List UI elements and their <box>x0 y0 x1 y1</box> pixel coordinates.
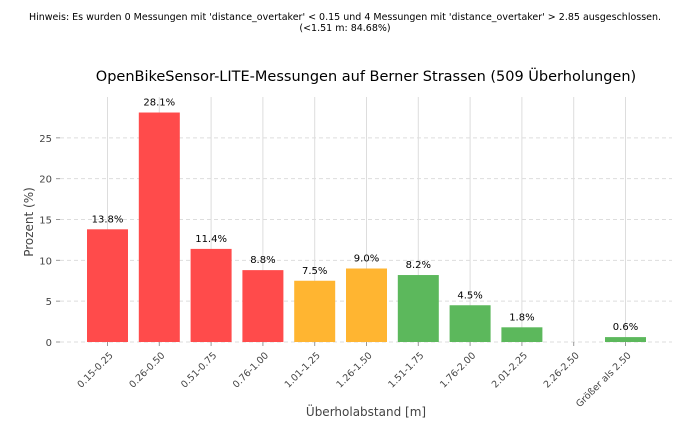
bar-value-label: 13.8% <box>92 214 124 225</box>
x-tick-label: Größer als 2.50 <box>574 350 634 410</box>
bar-value-label: 28.1% <box>143 98 175 109</box>
x-axis: 0.15-0.25 0.26-0.50 0.51-0.75 0.76-1.00 1.01… <box>76 342 634 410</box>
x-tick-label: 2.01-2.25 <box>490 350 530 390</box>
exclusion-note: Hinweis: Es wurden 0 Messungen mit 'dist… <box>28 12 662 23</box>
x-tick-label: 0.15-0.25 <box>76 350 116 390</box>
bar <box>242 270 284 342</box>
y-tick-label: 25 <box>39 134 52 145</box>
bar-value-label: 9.0% <box>354 254 379 265</box>
y-tick-label: 10 <box>39 256 52 267</box>
bar <box>346 268 387 342</box>
bars: 13.8% 28.1% 11.4% 8.8% 7.5% 9.0% 8.2% 4.5% 1.8% 0… <box>87 98 646 343</box>
x-tick-label: 1.26-1.50 <box>335 350 375 390</box>
bar-value-label: 4.5% <box>457 290 482 301</box>
x-tick-label: 1.51-1.75 <box>386 350 426 390</box>
x-tick-label: 0.51-0.75 <box>179 350 219 390</box>
bar <box>605 337 646 342</box>
chart-title: OpenBikeSensor-LITE-Messungen auf Berner… <box>96 67 636 85</box>
x-tick-label: 0.26-0.50 <box>127 350 167 390</box>
y-tick-label: 20 <box>39 175 52 186</box>
x-tick-label: 1.76-2.00 <box>438 350 478 390</box>
bar <box>294 280 336 342</box>
x-tick-label: 1.01-1.25 <box>283 350 323 390</box>
bar <box>190 248 232 342</box>
x-tick-label: 0.76-1.00 <box>231 350 271 390</box>
bar-value-label: 7.5% <box>302 266 327 277</box>
bar <box>138 112 180 343</box>
y-tick-label: 0 <box>46 338 52 349</box>
bar <box>87 229 128 342</box>
bar <box>449 305 491 342</box>
share-note: (<1.51 m: 84.68%) <box>299 23 391 34</box>
bar-value-label: 1.8% <box>509 312 534 323</box>
x-axis-label: Überholabstand [m] <box>306 403 426 419</box>
y-tick-label: 15 <box>39 216 52 227</box>
y-axis: 0 5 10 15 20 25 <box>39 134 60 349</box>
y-axis-label: Prozent (%) <box>22 187 36 257</box>
bar-value-label: 8.2% <box>406 260 431 271</box>
x-tick-label: 2.26-2.50 <box>542 350 582 390</box>
bar-value-label: 0.6% <box>613 322 638 333</box>
y-tick-label: 5 <box>46 297 52 308</box>
bar <box>397 275 439 342</box>
bar-value-label: 11.4% <box>195 234 227 245</box>
bar-value-label: 8.8% <box>250 255 275 266</box>
bar <box>501 327 543 342</box>
